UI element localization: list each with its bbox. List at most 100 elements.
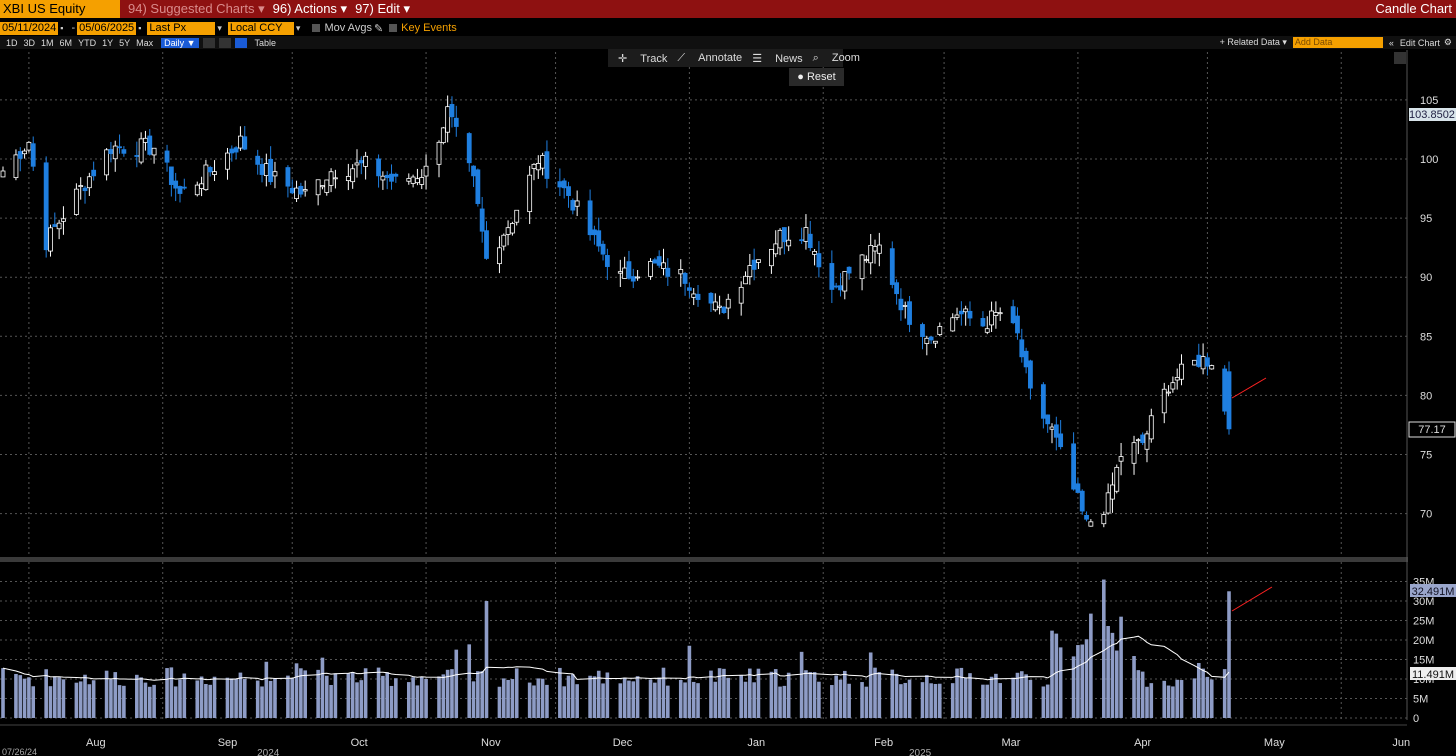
period-max[interactable]: Max xyxy=(136,37,154,48)
volume-bar xyxy=(484,601,489,718)
candle-body xyxy=(406,178,412,182)
candle-body xyxy=(466,133,472,164)
volume-bar xyxy=(873,667,877,718)
reset-button[interactable]: ● Reset xyxy=(789,68,844,86)
volume-bar xyxy=(894,673,899,718)
annotate-button[interactable]: ⟋ Annotate xyxy=(677,51,743,64)
volume-bar xyxy=(1050,630,1054,718)
volume-bar xyxy=(506,679,510,718)
key-events-label[interactable]: Key Events xyxy=(401,22,457,34)
calendar-icon[interactable]: ▪ xyxy=(138,23,142,33)
start-date-field[interactable]: 05/11/2024 xyxy=(0,21,59,35)
candle-body xyxy=(544,151,550,179)
chart-type-title: Candle Chart xyxy=(1375,1,1452,16)
period-1m[interactable]: 1M xyxy=(41,37,54,48)
candle-body xyxy=(829,263,835,290)
track-button[interactable]: ✛ Track xyxy=(618,52,668,65)
volume-bar xyxy=(320,657,325,718)
pencil-icon[interactable]: ✎ xyxy=(373,22,384,35)
candle-body xyxy=(1170,382,1176,390)
volume-avg-tag xyxy=(1410,667,1456,680)
period-1d[interactable]: 1D xyxy=(6,37,18,48)
period-ytd[interactable]: YTD xyxy=(78,37,97,48)
volume-bar xyxy=(501,678,506,718)
volume-bar xyxy=(381,675,385,718)
volume-bar xyxy=(1106,626,1110,718)
volume-bar xyxy=(989,676,994,718)
volume-bar xyxy=(622,677,627,718)
ticker-field[interactable]: XBI US Equity xyxy=(0,0,120,18)
candle-body xyxy=(1053,424,1059,438)
panel-divider[interactable] xyxy=(0,557,1408,562)
chevron-down-icon[interactable]: ▾ xyxy=(295,22,301,33)
calendar-icon[interactable]: ▪ xyxy=(60,23,64,33)
volume-moving-average-line xyxy=(2,635,1230,681)
frequency-select[interactable]: Daily ▼ xyxy=(161,37,199,48)
volume-bar xyxy=(169,667,174,718)
volume-bar xyxy=(1140,671,1145,718)
volume-bar xyxy=(1201,668,1205,718)
candle-body xyxy=(363,155,369,167)
volume-bar xyxy=(1076,645,1080,718)
edit-chart-button[interactable]: Edit Chart xyxy=(1399,37,1440,48)
period-5y[interactable]: 5Y xyxy=(119,37,131,48)
table-button[interactable]: Table xyxy=(254,37,277,48)
zoom-button[interactable]: ⌕ Zoom xyxy=(812,51,860,64)
volume-bar xyxy=(91,680,96,718)
candle-body xyxy=(907,301,912,325)
volume-bar xyxy=(769,671,774,718)
line-chart-icon[interactable] xyxy=(202,37,215,48)
edit-menu[interactable]: 97) Edit ▾ xyxy=(355,1,411,16)
actions-menu[interactable]: 96) Actions ▾ xyxy=(272,1,348,16)
volume-bar xyxy=(713,681,718,718)
volume-bar xyxy=(691,681,696,718)
title-bar: XBI US Equity 94) Suggested Charts ▾ 96)… xyxy=(0,0,1456,18)
gear-icon[interactable]: ⚙ xyxy=(1443,37,1452,47)
candle-body xyxy=(838,285,843,291)
panel-menu-icon[interactable] xyxy=(1394,52,1406,64)
volume-bar xyxy=(376,667,381,718)
price-tick-label: 100 xyxy=(1420,154,1438,166)
candle-body xyxy=(22,150,27,155)
volume-bar xyxy=(238,672,243,718)
candle-body xyxy=(26,141,32,151)
volume-bar xyxy=(53,676,57,718)
candle-body xyxy=(712,301,718,311)
period-6m[interactable]: 6M xyxy=(59,37,73,48)
volume-bar xyxy=(255,680,260,718)
volume-bar xyxy=(532,685,536,718)
volume-bar xyxy=(834,675,838,718)
bar-chart-icon[interactable] xyxy=(218,37,231,48)
volume-bar xyxy=(324,675,329,718)
related-data-menu[interactable]: + Related Data ▾ xyxy=(1219,37,1287,47)
news-button[interactable]: ☰ News xyxy=(752,52,803,65)
candle-body xyxy=(708,292,714,304)
mov-avgs-checkbox[interactable] xyxy=(312,24,321,32)
volume-bar xyxy=(31,686,36,718)
period-1y[interactable]: 1Y xyxy=(102,37,114,48)
volume-bar xyxy=(592,676,597,718)
chevron-down-icon[interactable]: ▾ xyxy=(217,22,222,33)
price-tick-label: 80 xyxy=(1420,390,1432,402)
volume-bar xyxy=(1205,676,1210,718)
candle-body xyxy=(1140,434,1146,444)
end-date-field[interactable]: 05/06/2025 xyxy=(77,21,137,35)
candle-body xyxy=(1144,433,1150,450)
volume-bar xyxy=(1011,677,1015,718)
key-events-checkbox[interactable] xyxy=(389,24,398,32)
collapse-icon[interactable]: « xyxy=(1388,37,1394,48)
candle-icon[interactable] xyxy=(234,37,247,48)
mov-avgs-label[interactable]: Mov Avgs xyxy=(324,22,372,34)
period-3d[interactable]: 3D xyxy=(23,37,36,48)
volume-bar xyxy=(657,677,661,718)
candle-body xyxy=(324,179,330,193)
candle-body xyxy=(389,173,394,182)
candle-body xyxy=(423,165,429,177)
candle-body xyxy=(894,282,899,295)
add-data-input[interactable]: Add Data xyxy=(1292,37,1383,48)
price-field-select[interactable]: Last Px xyxy=(147,21,216,35)
suggested-charts-menu[interactable]: 94) Suggested Charts ▾ xyxy=(128,1,265,16)
candle-body xyxy=(164,150,170,163)
currency-select[interactable]: Local CCY xyxy=(227,21,294,35)
